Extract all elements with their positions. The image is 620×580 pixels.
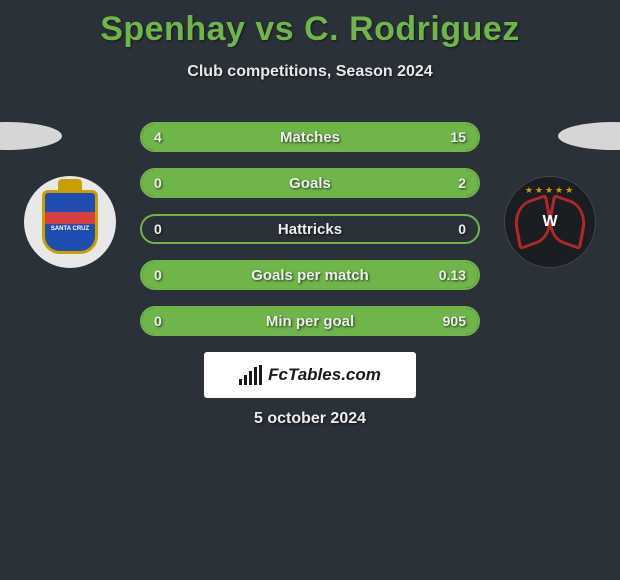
brand-text: FcTables.com xyxy=(268,365,381,385)
date-label: 5 october 2024 xyxy=(0,410,620,428)
left-ellipse-decoration xyxy=(0,122,62,150)
stars-icon: ★★★★★ xyxy=(505,185,595,196)
stat-row: 00Hattricks xyxy=(140,214,480,244)
stat-row: 0905Min per goal xyxy=(140,306,480,336)
subtitle: Club competitions, Season 2024 xyxy=(0,63,620,81)
stat-label: Matches xyxy=(142,129,478,146)
right-ellipse-decoration xyxy=(558,122,620,150)
brand-box[interactable]: FcTables.com xyxy=(204,352,416,398)
page-title: Spenhay vs C. Rodriguez xyxy=(0,0,620,49)
stat-label: Min per goal xyxy=(142,313,478,330)
left-team-crest: SANTA CRUZ xyxy=(24,176,116,268)
stat-row: 00.13Goals per match xyxy=(140,260,480,290)
crest-letter: W xyxy=(542,213,557,231)
stats-container: 415Matches 02Goals 00Hattricks 00.13Goals p… xyxy=(140,122,480,352)
right-team-crest: ★★★★★ W xyxy=(504,176,596,268)
wings-icon: W xyxy=(515,197,585,247)
stat-label: Hattricks xyxy=(142,221,478,238)
stat-label: Goals per match xyxy=(142,267,478,284)
stat-row: 02Goals xyxy=(140,168,480,198)
stat-row: 415Matches xyxy=(140,122,480,152)
shield-icon: SANTA CRUZ xyxy=(42,190,98,254)
bar-chart-icon xyxy=(239,365,262,385)
stat-label: Goals xyxy=(142,175,478,192)
